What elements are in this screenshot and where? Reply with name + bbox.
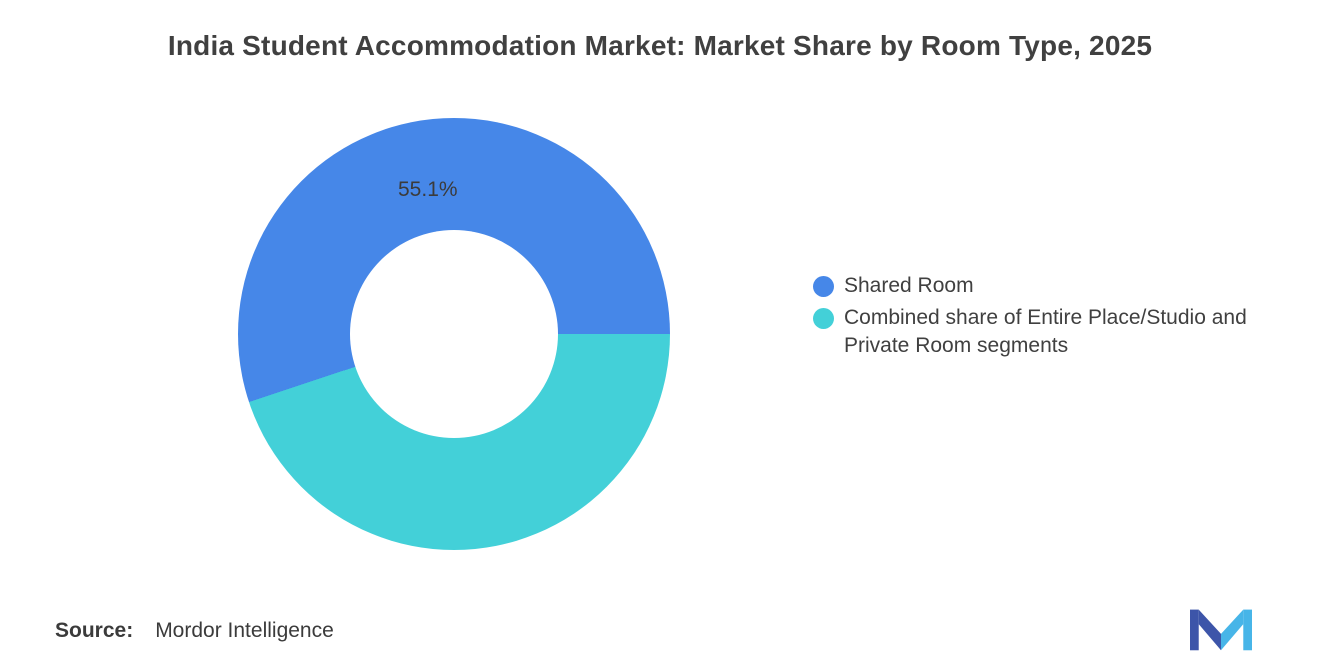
- donut-chart: 55.1%: [238, 118, 670, 550]
- source-label: Source:: [55, 619, 134, 642]
- slice-label-shared-room: 55.1%: [398, 178, 458, 201]
- legend-swatch-combined-share: [813, 308, 834, 329]
- mordor-intelligence-logo: [1190, 609, 1252, 651]
- legend-item-shared-room: Shared Room: [813, 272, 1289, 300]
- legend: Shared Room Combined share of Entire Pla…: [813, 272, 1289, 364]
- donut-hole: [350, 230, 558, 438]
- source-line: Source: Mordor Intelligence: [55, 619, 334, 643]
- legend-item-combined-share: Combined share of Entire Place/Studio an…: [813, 304, 1289, 360]
- legend-label-shared-room: Shared Room: [844, 274, 974, 297]
- legend-label-combined-share: Combined share of Entire Place/Studio an…: [844, 306, 1247, 357]
- source-value: Mordor Intelligence: [155, 619, 334, 642]
- chart-title: India Student Accommodation Market: Mark…: [167, 30, 1153, 61]
- legend-swatch-shared-room: [813, 276, 834, 297]
